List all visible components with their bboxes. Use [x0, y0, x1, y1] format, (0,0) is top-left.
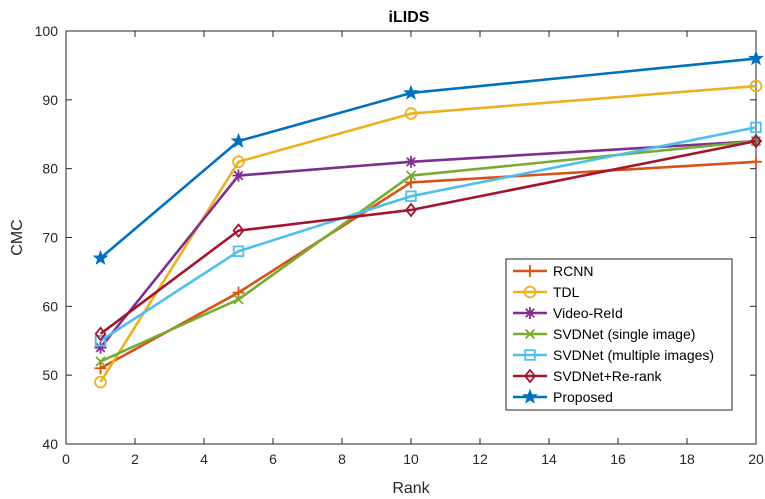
series-proposed — [92, 50, 764, 265]
series-tdl — [94, 79, 763, 389]
series-line — [99, 84, 757, 383]
data-point — [404, 107, 418, 120]
data-point — [750, 133, 762, 149]
series-line — [99, 126, 757, 342]
data-point — [405, 190, 417, 202]
data-point — [94, 375, 107, 389]
data-point — [524, 349, 536, 361]
x-tick-label: 12 — [472, 451, 488, 467]
data-point — [232, 245, 245, 257]
data-point — [233, 294, 244, 305]
x-tick-label: 20 — [748, 451, 764, 467]
x-tick-label: 16 — [610, 451, 626, 467]
legend-label: TDL — [553, 284, 580, 300]
data-point — [750, 155, 762, 168]
y-tick-label: 40 — [42, 436, 58, 452]
data-point — [405, 170, 417, 181]
data-point — [94, 335, 107, 347]
data-point — [95, 356, 106, 367]
legend-label: SVDNet (single image) — [553, 326, 695, 342]
data-point — [405, 176, 417, 189]
y-tick-label: 80 — [42, 161, 58, 177]
legend-label: RCNN — [553, 263, 593, 279]
data-point — [405, 155, 417, 168]
x-tick-label: 18 — [679, 451, 695, 467]
legend-item: SVDNet (multiple images) — [513, 347, 714, 363]
data-point — [232, 223, 245, 239]
legend-label: SVDNet (multiple images) — [553, 347, 714, 363]
y-tick-label: 90 — [42, 92, 58, 108]
data-point — [522, 388, 538, 404]
x-tick-label: 8 — [338, 451, 346, 467]
y-axis-label: CMC — [9, 219, 26, 255]
data-point — [748, 50, 764, 66]
x-tick-label: 6 — [269, 451, 277, 467]
legend-label: Proposed — [553, 389, 613, 405]
axes: 0 2 4 6 8 10 12 14 16 18 20 40 50 60 70 80 90 100 — [35, 23, 764, 467]
data-point — [523, 285, 537, 299]
data-point — [405, 202, 417, 218]
data-point — [230, 132, 247, 148]
data-point — [232, 155, 245, 169]
x-tick-label: 10 — [403, 451, 419, 467]
data-point — [92, 249, 109, 265]
x-axis-label: Rank — [392, 480, 430, 497]
data-point — [524, 368, 536, 384]
series-line — [99, 139, 757, 363]
series-svdnet-multiple-images — [94, 121, 762, 347]
legend-item: SVDNet (single image) — [513, 326, 695, 342]
series-line — [99, 139, 757, 335]
series-line — [99, 57, 757, 260]
x-tick-label: 4 — [200, 451, 208, 467]
data-point — [94, 326, 107, 342]
data-point — [94, 362, 107, 375]
x-tick-label: 14 — [541, 451, 557, 467]
series-svdnet-re-rank — [94, 133, 762, 342]
chart-title: iLIDS — [389, 9, 430, 26]
data-point — [524, 328, 536, 340]
y-tick-label: 100 — [35, 23, 59, 39]
legend-label: Video-ReId — [553, 305, 623, 321]
legend-label: SVDNet+Re-rank — [553, 368, 663, 384]
legend-item: TDL — [513, 284, 580, 300]
legend: RCNN TDL Video-ReId SVDNet (single image) SV… — [505, 258, 733, 411]
x-tick-label: 2 — [131, 451, 139, 467]
data-point — [232, 286, 245, 299]
y-tick-label: 70 — [42, 230, 58, 246]
series-layer — [92, 50, 764, 389]
x-tick-label: 0 — [62, 451, 70, 467]
data-point — [524, 307, 536, 319]
data-point — [232, 169, 245, 182]
data-point — [403, 84, 419, 100]
legend-item: Video-ReId — [513, 305, 623, 321]
y-tick-label: 50 — [42, 367, 58, 383]
y-tick-label: 60 — [42, 298, 58, 314]
data-point — [750, 121, 762, 134]
data-point — [749, 79, 763, 93]
series-line — [99, 139, 757, 349]
data-point — [524, 265, 536, 277]
legend-item: Proposed — [513, 388, 613, 405]
legend-item: SVDNet+Re-rank — [513, 368, 663, 384]
legend-item: RCNN — [513, 263, 593, 279]
